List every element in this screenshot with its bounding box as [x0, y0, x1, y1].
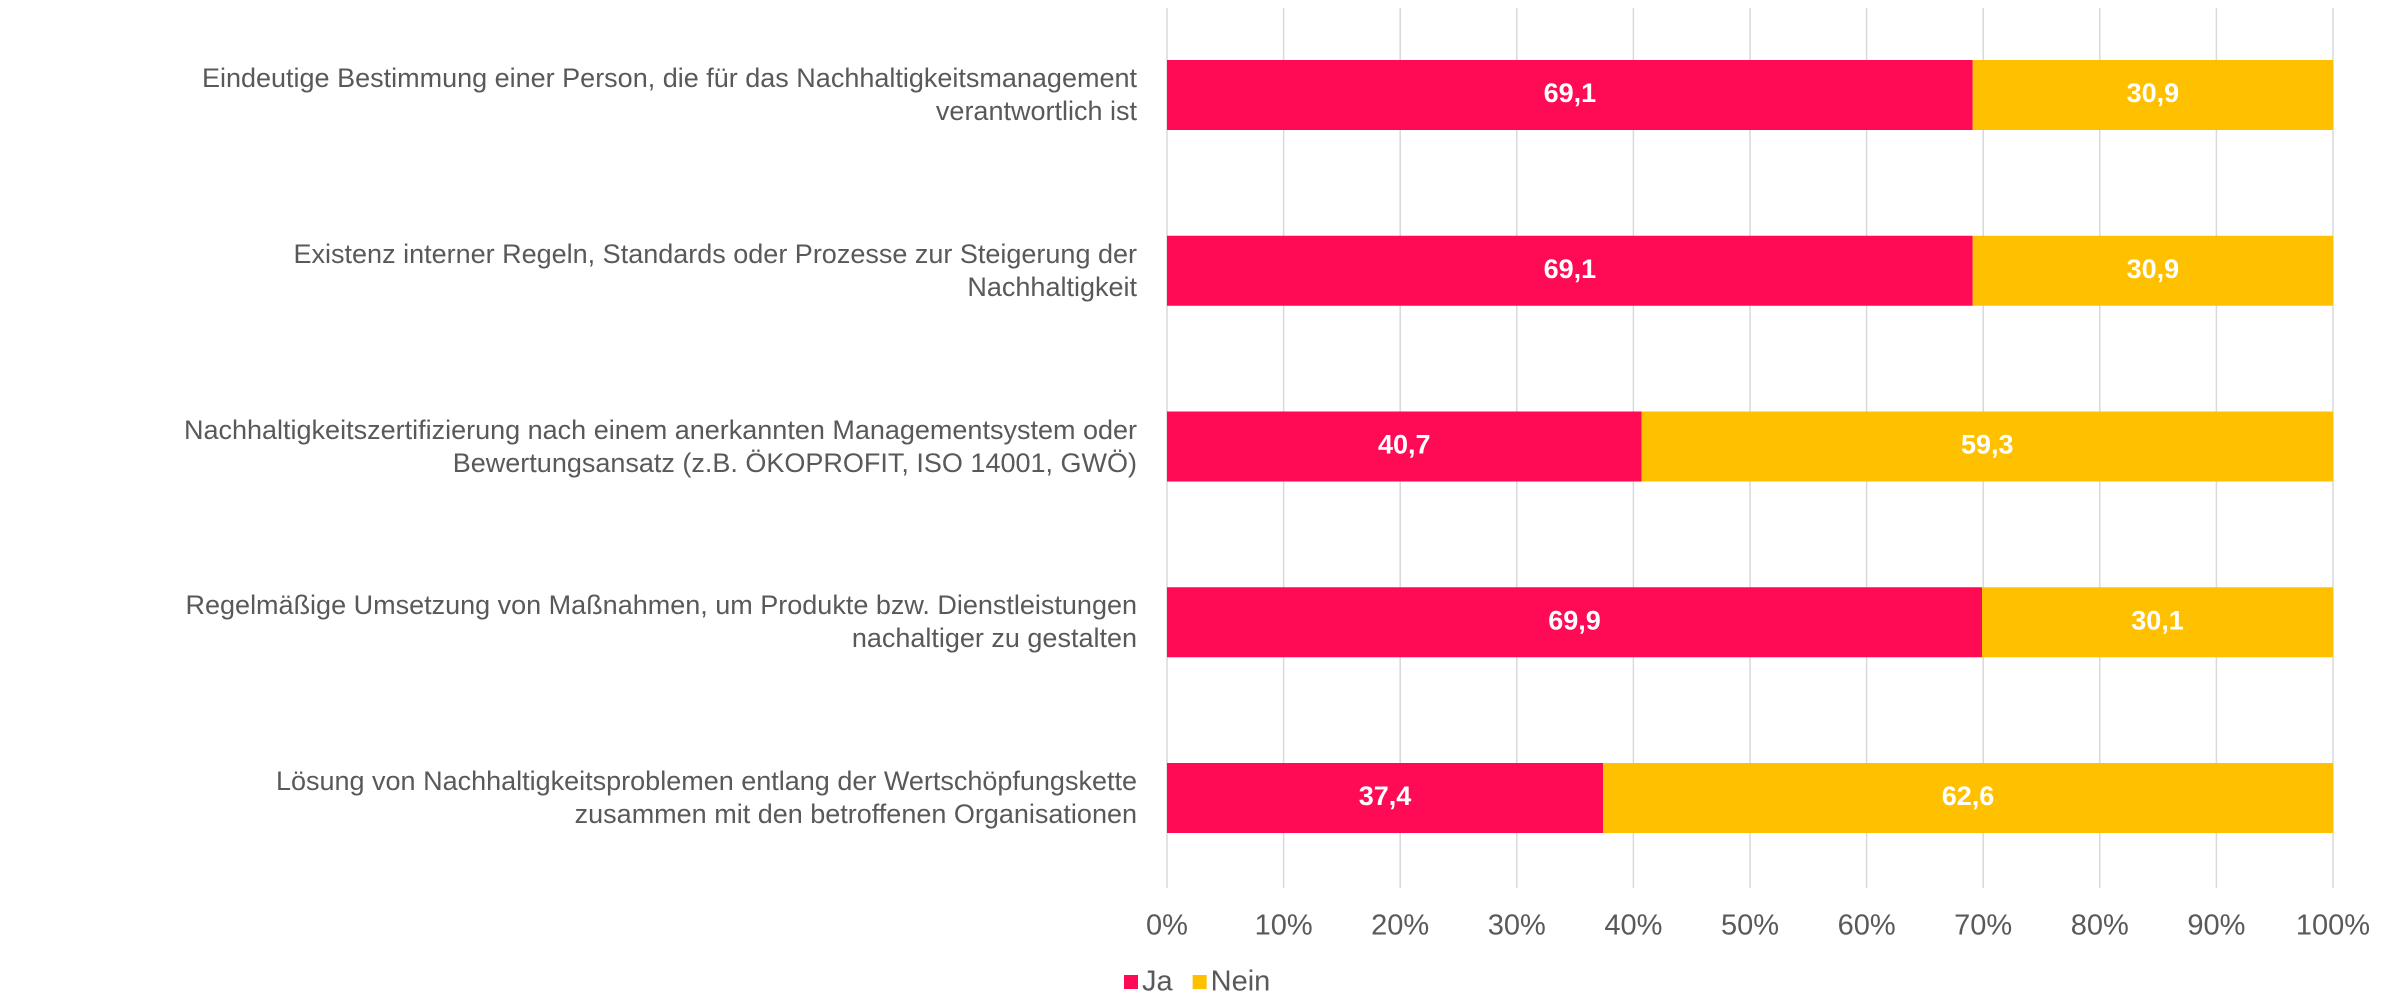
data-label: 69,1 — [1544, 78, 1597, 108]
data-label: 59,3 — [1961, 430, 2014, 460]
data-label: 37,4 — [1359, 781, 1412, 811]
data-label: 69,9 — [1548, 605, 1601, 635]
x-tick-label: 80% — [2071, 910, 2129, 942]
legend-label: Nein — [1211, 966, 1271, 995]
data-label: 69,1 — [1544, 254, 1597, 284]
data-label: 30,9 — [2127, 254, 2180, 284]
bar-segment — [1603, 763, 2333, 833]
bar-segment — [1982, 587, 2333, 658]
category-label: Lösung von Nachhaltigkeitsproblemen entl… — [275, 766, 1137, 829]
category-label: Regelmäßige Umsetzung von Maßnahmen, um … — [185, 590, 1137, 654]
data-label: 40,7 — [1378, 430, 1431, 460]
category-label: Eindeutige Bestimmung einer Person, die … — [201, 63, 1137, 126]
bar-segment — [1972, 235, 2333, 306]
x-tick-label: 90% — [2187, 910, 2245, 942]
x-tick-label: 0% — [1146, 910, 1188, 942]
x-tick-label: 60% — [1838, 910, 1896, 942]
legend-label: Ja — [1142, 966, 1174, 995]
x-tick-label: 70% — [1954, 910, 2012, 942]
legend-swatch — [1124, 975, 1138, 989]
bar-segment — [1972, 60, 2333, 130]
x-tick-label: 50% — [1721, 910, 1779, 942]
bar-segment — [1167, 587, 1983, 658]
bar-segment — [1167, 411, 1642, 482]
bar-segment — [1167, 60, 1973, 130]
legend-swatch — [1192, 975, 1207, 989]
bar-segment — [1641, 411, 2333, 482]
x-tick-label: 20% — [1371, 910, 1429, 942]
data-label: 30,9 — [2127, 78, 2180, 108]
category-label: Existenz interner Regeln, Standards oder… — [293, 238, 1137, 302]
data-label: 62,6 — [1942, 781, 1995, 811]
bar-segment — [1167, 235, 1973, 306]
x-tick-label: 40% — [1604, 910, 1662, 942]
bar-segment — [1167, 763, 1604, 833]
data-label: 30,1 — [2131, 605, 2184, 635]
x-tick-label: 100% — [2296, 910, 2370, 942]
x-tick-label: 10% — [1255, 910, 1313, 942]
category-label: Nachhaltigkeitszertifizierung nach einem… — [183, 414, 1137, 478]
x-tick-label: 30% — [1488, 910, 1546, 942]
